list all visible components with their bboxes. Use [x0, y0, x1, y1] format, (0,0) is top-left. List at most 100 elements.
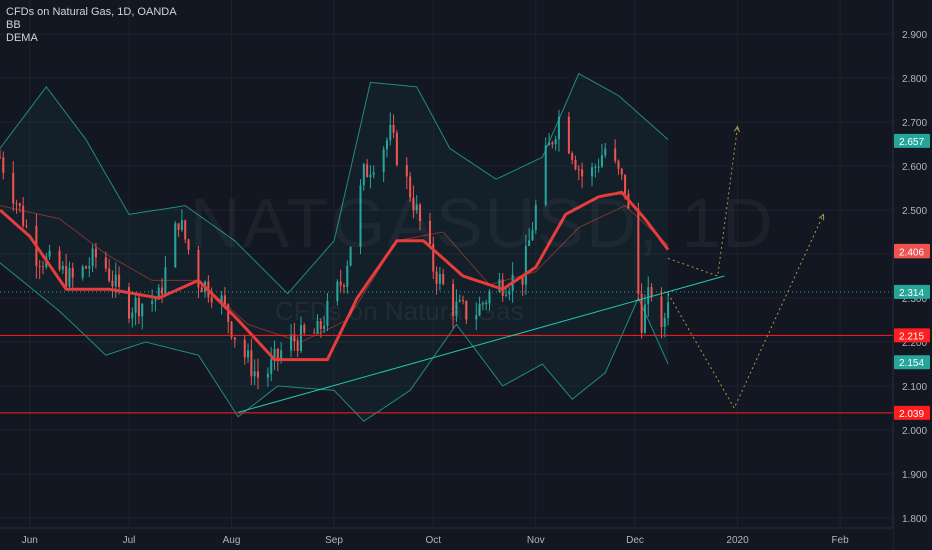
- price-label-text: 2.657: [899, 137, 924, 148]
- candle-body: [395, 132, 398, 165]
- candle-body: [548, 142, 551, 146]
- candle-body: [154, 299, 157, 301]
- price-label-text: 2.406: [899, 247, 924, 258]
- candle-body: [247, 350, 250, 358]
- candle-body: [389, 124, 392, 141]
- candle-body: [485, 303, 488, 305]
- candle-body: [620, 168, 623, 175]
- candle-body: [38, 265, 41, 267]
- overlays: [0, 125, 893, 414]
- candle-body: [643, 304, 646, 333]
- candle-body: [567, 116, 570, 154]
- time-axis: Jun Jul Aug Sep Oct Nov Dec 2020 Feb: [0, 527, 893, 550]
- candle-body: [137, 297, 140, 317]
- price-tick-label: 2.300: [902, 294, 927, 305]
- candle-body: [22, 205, 25, 226]
- candle-body: [134, 297, 137, 313]
- legend-dema[interactable]: DEMA: [6, 32, 38, 44]
- candle-body: [660, 296, 663, 327]
- time-tick-label: Jul: [123, 535, 136, 546]
- candle-body: [313, 332, 316, 334]
- projection-path-down-up-arrowhead: [818, 213, 825, 221]
- price-tick-label: 2.100: [902, 382, 927, 393]
- projection-path-up-arrowhead: [733, 125, 740, 133]
- candle-body: [293, 334, 296, 342]
- symbol-watermark: NATGASUSD, 1D: [190, 183, 775, 263]
- candle-body: [594, 166, 597, 168]
- candle-body: [604, 148, 607, 156]
- legend-bb[interactable]: BB: [6, 19, 21, 31]
- candle-body: [118, 274, 121, 288]
- candle-body: [270, 359, 273, 374]
- candle-body: [61, 265, 64, 270]
- bb-basis-line: [0, 205, 669, 343]
- price-label-box: [894, 355, 930, 370]
- candle-body: [266, 373, 269, 378]
- candle-body: [369, 174, 372, 178]
- candle-body: [372, 172, 375, 175]
- candle-body: [544, 145, 547, 205]
- candle-body: [71, 267, 74, 278]
- candle-body: [141, 303, 144, 317]
- candle-body: [640, 293, 643, 333]
- candle-body: [571, 153, 574, 161]
- legend-symbol[interactable]: CFDs on Natural Gas, 1D, OANDA: [6, 6, 177, 18]
- candle-body: [319, 321, 322, 329]
- price-label-box: [894, 133, 930, 148]
- candle-body: [667, 302, 670, 318]
- dema-line: [0, 190, 670, 362]
- candle-body: [557, 116, 560, 140]
- candle-body: [127, 287, 131, 319]
- candle-body: [462, 300, 465, 302]
- candle-body: [336, 281, 339, 301]
- candle-body: [303, 325, 306, 333]
- grid: [0, 0, 893, 528]
- candle-body: [409, 176, 412, 198]
- price-tick-label: 2.500: [902, 206, 927, 217]
- candle-body: [197, 249, 200, 288]
- price-tick-label: 2.200: [902, 338, 927, 349]
- candle-body: [419, 204, 422, 221]
- candle-body: [187, 239, 190, 250]
- candle-body: [114, 274, 117, 287]
- candle-body: [233, 337, 236, 340]
- name-watermark: CFDs on Natural Gas: [275, 296, 524, 326]
- candle-body: [452, 284, 455, 317]
- candle-body: [475, 315, 478, 320]
- trend-line: [237, 275, 725, 413]
- price-label-text: 2.314: [899, 288, 924, 299]
- candle-body: [577, 169, 580, 171]
- candle-body: [230, 321, 233, 338]
- candle-body: [617, 160, 620, 169]
- candle-body: [15, 203, 18, 205]
- candle-body: [663, 317, 666, 327]
- price-tick-label: 2.700: [902, 118, 927, 129]
- candle-body: [438, 273, 441, 284]
- candle-body: [574, 160, 577, 170]
- candle-body: [534, 204, 537, 231]
- candle-body: [296, 341, 299, 351]
- candle-body: [554, 139, 557, 145]
- candle-body: [455, 301, 458, 317]
- candle-body: [385, 140, 388, 150]
- price-axis: 1.8001.9002.0002.1002.2002.3002.4002.500…: [892, 0, 932, 550]
- candle-body: [220, 295, 223, 303]
- candle-body: [184, 220, 187, 240]
- time-tick-label: Sep: [325, 535, 343, 546]
- candle-body: [498, 279, 501, 292]
- price-label-box: [894, 328, 930, 343]
- candle-body: [366, 164, 369, 178]
- candle-body: [25, 225, 28, 227]
- candle-body: [94, 248, 97, 258]
- candle-body: [481, 303, 484, 305]
- candle-body: [200, 287, 203, 293]
- candle-body: [624, 174, 627, 194]
- time-tick-label: Feb: [831, 535, 849, 546]
- candle-body: [614, 148, 617, 161]
- candle-body: [405, 164, 408, 177]
- candles: [0, 109, 670, 390]
- price-label-box: [894, 244, 930, 259]
- candle-body: [210, 297, 213, 303]
- candle-body: [12, 172, 15, 204]
